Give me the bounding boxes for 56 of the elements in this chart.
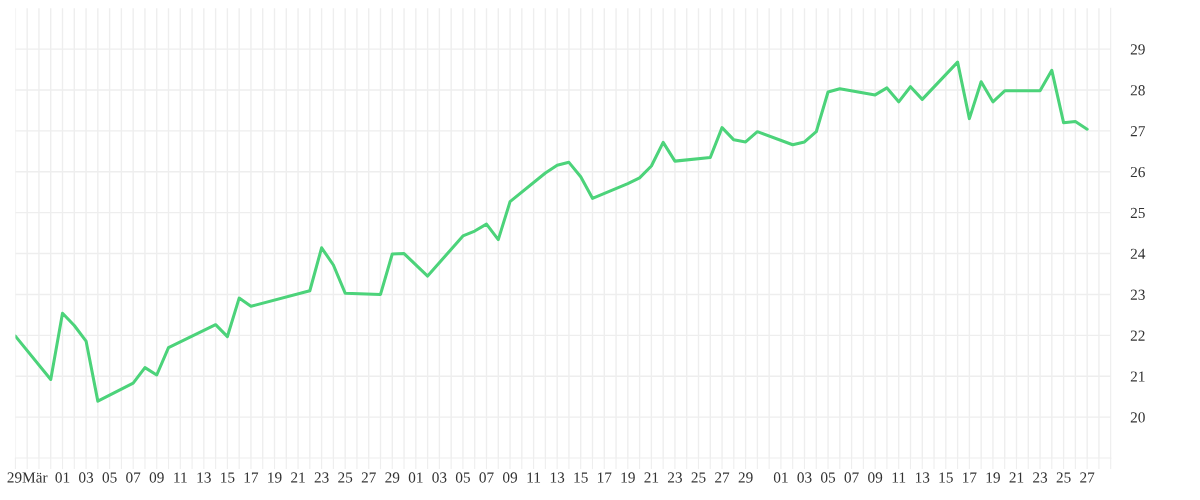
x-tick-label: 19 — [986, 472, 1000, 483]
x-tick-label: 01 — [408, 472, 423, 483]
x-tick-label: 11 — [527, 472, 541, 483]
y-tick-label: 23 — [1130, 289, 1145, 300]
x-tick-label: 13 — [550, 472, 565, 483]
x-tick-label: 29 — [385, 472, 400, 483]
x-tick-label: 09 — [149, 472, 164, 483]
x-tick-label: 07 — [126, 472, 141, 483]
y-tick-label: 26 — [1130, 166, 1145, 178]
x-tick-label: 21 — [1009, 472, 1024, 483]
x-tick-label: 25 — [338, 472, 353, 483]
x-tick-label: 05 — [455, 472, 470, 483]
x-tick-label: 09 — [868, 472, 883, 483]
y-tick-label: 28 — [1130, 85, 1145, 96]
x-tick-label: 13 — [197, 472, 211, 483]
x-tick-label: 09 — [503, 472, 518, 483]
x-tick-label: 25 — [691, 472, 706, 483]
y-tick-label: 22 — [1130, 330, 1145, 341]
x-tick-label: 01 — [55, 472, 70, 483]
x-tick-label: 03 — [432, 472, 447, 483]
x-tick-label: 27 — [715, 472, 730, 483]
x-tick-label: 07 — [844, 472, 859, 483]
y-tick-label: 20 — [1130, 412, 1145, 423]
x-tick-label: 21 — [644, 472, 659, 483]
x-tick-label: 23 — [667, 472, 682, 483]
x-tick-label: 25 — [1056, 472, 1071, 483]
x-tick-label: 17 — [963, 472, 977, 483]
x-tick-label: 23 — [314, 472, 329, 483]
x-tick-label: 19 — [621, 472, 635, 483]
y-tick-label: 24 — [1130, 248, 1146, 259]
x-tick-label: 03 — [797, 472, 812, 483]
x-tick-label: 03 — [79, 472, 94, 483]
y-tick-label: 21 — [1130, 371, 1145, 382]
y-tick-label: 29 — [1130, 44, 1145, 55]
y-tick-label: 27 — [1130, 126, 1145, 137]
x-tick-label: 29Mär — [7, 472, 48, 483]
x-tick-label: 27 — [361, 472, 376, 483]
x-tick-label: 29 — [738, 472, 753, 483]
x-tick-label: 17 — [244, 472, 259, 483]
x-tick-label: 27 — [1080, 472, 1095, 483]
x-tick-label: 11 — [892, 472, 906, 483]
x-tick-label: 07 — [479, 472, 494, 483]
x-tick-label: 01 — [773, 472, 788, 483]
x-tick-label: 15 — [939, 472, 953, 483]
x-tick-label: 15 — [574, 472, 588, 483]
x-tick-label: 05 — [102, 472, 117, 483]
x-tick-label: 15 — [221, 472, 235, 483]
x-tick-label: 11 — [174, 472, 187, 483]
y-tick-label: 25 — [1130, 207, 1145, 219]
x-tick-label: 05 — [820, 472, 836, 483]
x-tick-label: 21 — [291, 472, 305, 483]
x-tick-label: 19 — [268, 472, 282, 483]
x-tick-label: 13 — [915, 472, 930, 483]
x-tick-label: 23 — [1033, 472, 1048, 483]
line-series — [15, 60, 1089, 403]
x-tick-label: 17 — [597, 472, 612, 483]
